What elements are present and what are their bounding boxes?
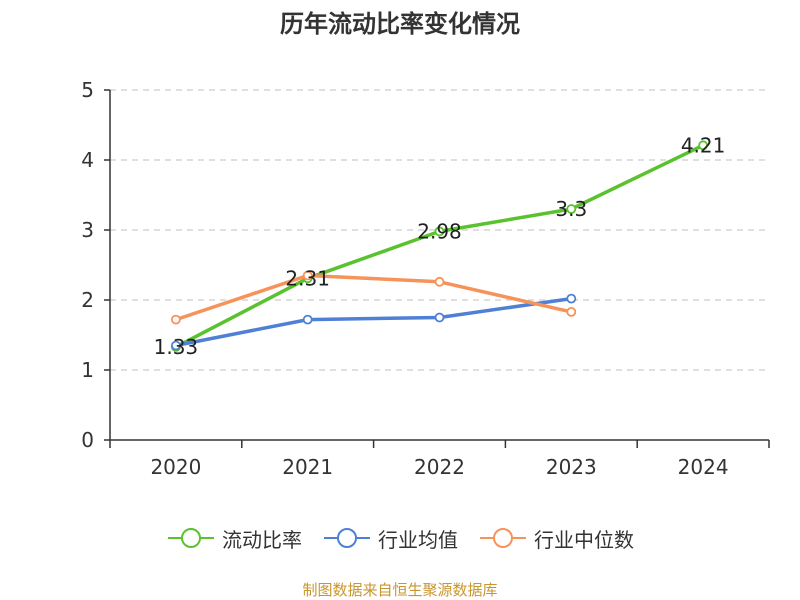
legend-marker-icon	[168, 528, 214, 548]
y-tick-label: 5	[81, 78, 94, 102]
data-point	[434, 312, 445, 323]
y-tick-label: 1	[81, 358, 94, 382]
y-tick-label: 0	[81, 428, 94, 452]
legend-label: 流动比率	[222, 527, 302, 552]
data-label: 4.21	[681, 133, 726, 157]
data-label: 3.3	[555, 197, 587, 221]
legend-label: 行业中位数	[534, 527, 634, 552]
legend-item-2[interactable]: 行业中位数	[478, 524, 634, 553]
legend: 流动比率 行业均值 行业中位数	[0, 520, 800, 556]
x-tick-label: 2024	[678, 455, 729, 479]
data-point	[170, 340, 181, 351]
data-point	[698, 140, 708, 151]
chart-title: 历年流动比率变化情况	[280, 10, 520, 38]
data-point	[434, 226, 445, 237]
y-tick-label: 3	[81, 218, 94, 242]
data-point	[302, 314, 313, 325]
legend-marker-icon	[480, 528, 526, 548]
data-labels: 1.33 2.31 2.98 3.3 4.21	[154, 133, 726, 359]
series-line-2	[175, 273, 572, 322]
data-point	[302, 270, 313, 281]
legend-item-0[interactable]: 流动比率	[166, 524, 302, 553]
x-tick-label: 2022	[414, 455, 465, 479]
axes: 0 1 2 3 4 5 2020 2021 2022 2023 2024	[81, 78, 770, 479]
x-tick-label: 2023	[546, 455, 597, 479]
series-line-1	[175, 296, 572, 348]
data-point	[566, 293, 577, 304]
y-tick-label: 2	[81, 288, 94, 312]
series	[170, 140, 708, 352]
x-tick-label: 2021	[282, 455, 333, 479]
legend-circle	[181, 528, 201, 548]
data-point	[434, 276, 445, 287]
x-tick-label: 2020	[150, 455, 201, 479]
data-point	[566, 204, 577, 214]
legend-label: 行业均值	[378, 527, 458, 552]
legend-circle	[337, 528, 357, 548]
data-point	[170, 314, 181, 325]
legend-marker-icon	[324, 528, 370, 548]
data-label: 2.98	[417, 219, 462, 243]
y-tick-label: 4	[81, 148, 94, 172]
data-label: 2.31	[285, 266, 330, 290]
data-label: 1.33	[154, 335, 199, 359]
source-note: 制图数据来自恒生聚源数据库	[302, 581, 498, 599]
legend-circle	[493, 528, 513, 548]
data-point	[566, 306, 577, 317]
legend-item-1[interactable]: 行业均值	[322, 524, 458, 553]
